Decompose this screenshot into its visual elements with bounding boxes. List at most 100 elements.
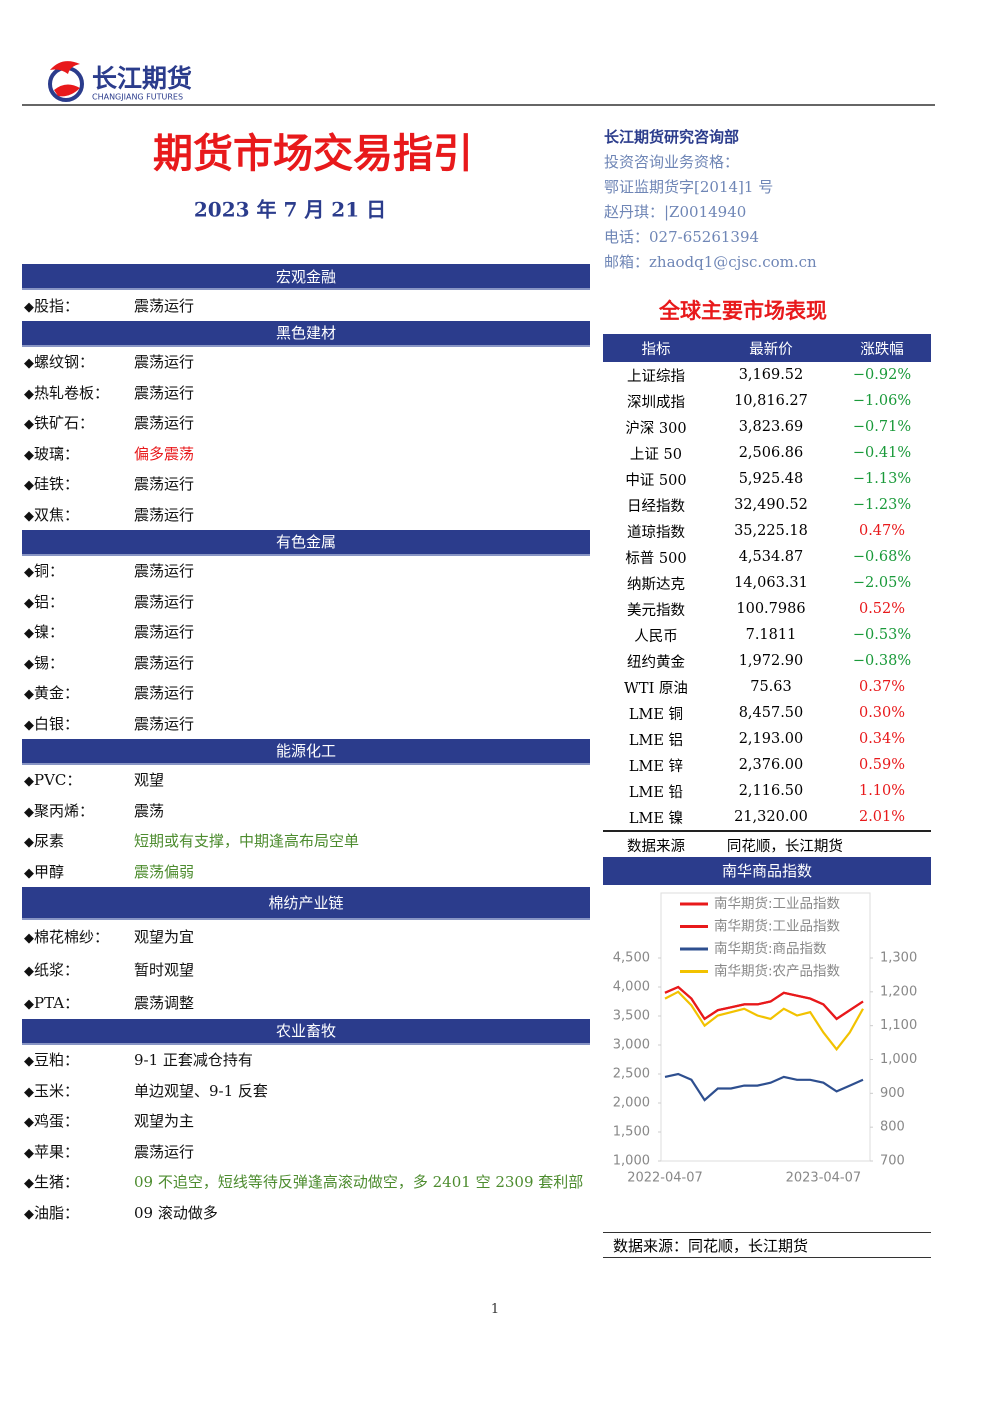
cell: LME 铝 <box>628 732 684 749</box>
cell: 0.52% <box>858 601 906 617</box>
item-view: 震荡运行 <box>134 623 195 642</box>
guide-row: 苹果：震荡运行 <box>22 1136 590 1167</box>
tick-label: 2,000 <box>613 1096 650 1111</box>
cell: 中证 500 <box>625 472 687 489</box>
section-header: 能源化工 <box>22 738 590 765</box>
tick-label: 3,500 <box>613 1009 650 1024</box>
cell: 深圳成指 <box>626 394 685 411</box>
guide-row: 硅铁：震荡运行 <box>22 469 590 500</box>
cell: −1.06% <box>852 393 912 409</box>
column-header: 指标 <box>603 334 709 362</box>
item-name: 铝： <box>22 591 134 612</box>
item-view: 观望 <box>134 771 165 790</box>
table-row: 纳斯达克 14,063.31 −2.05% <box>603 570 931 596</box>
cell: 标普 500 <box>625 550 687 567</box>
tick-label: 700 <box>880 1154 905 1169</box>
header: 长江期货 CHANGJIANG FUTURES 期货市场交易指引 2023 年 … <box>22 61 935 222</box>
cell: 75.63 <box>750 679 792 695</box>
table-row: LME 铜 8,457.50 0.30% <box>603 700 931 726</box>
plot-frame <box>660 892 871 1162</box>
cell: 0.30% <box>858 705 906 721</box>
contact: 长江期货研究咨询部 投资咨询业务资格： 鄂证监期货字[2014]1 号赵丹琪：|Z0… <box>604 125 817 275</box>
cell: 2.01% <box>858 809 906 825</box>
guide-row: 鸡蛋：观望为主 <box>22 1106 590 1137</box>
cell: −1.23% <box>852 497 912 513</box>
tick-label: 1,300 <box>880 951 917 966</box>
legend-label: 南华期货:工业品指数 <box>714 895 841 912</box>
item-view: 震荡 <box>134 801 165 820</box>
guide-row: 铜：震荡运行 <box>22 556 590 587</box>
logo-text: 长江期货 <box>92 64 192 93</box>
cell: 纽约黄金 <box>626 654 685 671</box>
cell: 沪深 300 <box>625 420 687 437</box>
guide-row: 铝：震荡运行 <box>22 586 590 617</box>
cell: 数据来源 <box>603 830 709 859</box>
legend-label: 南华期货:商品指数 <box>714 940 827 957</box>
item-view: 震荡运行 <box>134 1142 195 1161</box>
item-name: 铜： <box>22 560 134 581</box>
tick-label: 900 <box>880 1086 905 1101</box>
item-name: 棉花棉纱： <box>22 926 134 947</box>
cell: 14,063.31 <box>734 575 808 591</box>
cell: LME 铜 <box>628 706 684 723</box>
item-view: 09 不追空，短线等待反弹逢高滚动做空，多 2401 空 2309 套利部 <box>134 1173 584 1192</box>
item-view: 震荡运行 <box>134 475 195 494</box>
item-name: 豆粕： <box>22 1049 134 1070</box>
cell: LME 镍 <box>628 810 684 827</box>
item-view: 震荡运行 <box>134 684 195 703</box>
cell: 3,823.69 <box>738 419 804 435</box>
item-name: 纸浆： <box>22 959 134 980</box>
column-header: 涨跌幅 <box>833 334 931 362</box>
item-view: 偏多震荡 <box>134 444 195 463</box>
table-row: LME 镍 21,320.00 2.01% <box>603 804 931 831</box>
item-view: 短期或有支撑，中期逢高布局空单 <box>134 832 360 851</box>
cell: 4,534.87 <box>738 549 804 565</box>
table-header: 指标 最新价 涨跌幅 <box>603 334 931 362</box>
guide-row: 铁矿石：震荡运行 <box>22 408 590 439</box>
item-name: 甲醇 <box>22 861 134 882</box>
item-name: PTA： <box>22 992 134 1013</box>
cell: 100.7986 <box>736 601 806 617</box>
contact-line: 邮箱：zhaodq1@cjsc.com.cn <box>604 253 817 271</box>
item-name: 尿素 <box>22 830 134 851</box>
item-name: 双焦： <box>22 504 134 525</box>
cell: 32,490.52 <box>734 497 808 513</box>
cell: −0.38% <box>852 653 912 669</box>
cell: 2,506.86 <box>738 445 804 461</box>
guide-row: 双焦：震荡运行 <box>22 499 590 530</box>
item-name: 黄金： <box>22 682 134 703</box>
cell: −0.41% <box>852 445 912 461</box>
cell: −0.53% <box>852 627 912 643</box>
market-table: 指标 最新价 涨跌幅 上证综指 3,169.52 −0.92% 深圳成指 10,816.27 −… <box>603 334 931 859</box>
item-view: 震荡运行 <box>134 714 195 733</box>
item-name: 锡： <box>22 652 134 673</box>
x-tick-label: 2022-04-07 <box>627 1171 703 1186</box>
section-header: 宏观金融 <box>22 264 590 290</box>
item-view: 震荡偏弱 <box>134 862 195 881</box>
cell: 日经指数 <box>626 498 685 515</box>
table-row: 标普 500 4,534.87 −0.68% <box>603 544 931 570</box>
cell: 0.59% <box>858 757 906 773</box>
cell: 道琼指数 <box>626 524 685 541</box>
tick-label: 1,000 <box>880 1052 917 1067</box>
tick-label: 1,100 <box>880 1018 917 1033</box>
item-view: 震荡运行 <box>134 353 195 372</box>
section-header: 棉纺产业链 <box>22 886 590 920</box>
table-row: LME 锌 2,376.00 0.59% <box>603 752 931 778</box>
cell: 0.47% <box>858 523 906 539</box>
item-name: 热轧卷板： <box>22 382 134 403</box>
guide-row: 生猪：09 不追空，短线等待反弹逢高滚动做空，多 2401 空 2309 套利部 <box>22 1167 590 1198</box>
contact-line: 赵丹琪：|Z0014940 <box>604 203 747 221</box>
item-name: 白银： <box>22 713 134 734</box>
table-row: 沪深 300 3,823.69 −0.71% <box>603 414 931 440</box>
section-header: 黑色建材 <box>22 320 590 347</box>
item-view: 震荡运行 <box>134 383 195 402</box>
cell: 1.10% <box>858 783 906 799</box>
guide-row: 白银：震荡运行 <box>22 708 590 739</box>
cell: 同花顺，长江期货 <box>708 830 931 859</box>
section-header: 有色金属 <box>22 529 590 556</box>
cell: 21,320.00 <box>734 809 808 825</box>
cell: 美元指数 <box>626 602 685 619</box>
guide-row: 油脂：09 滚动做多 <box>22 1197 590 1228</box>
